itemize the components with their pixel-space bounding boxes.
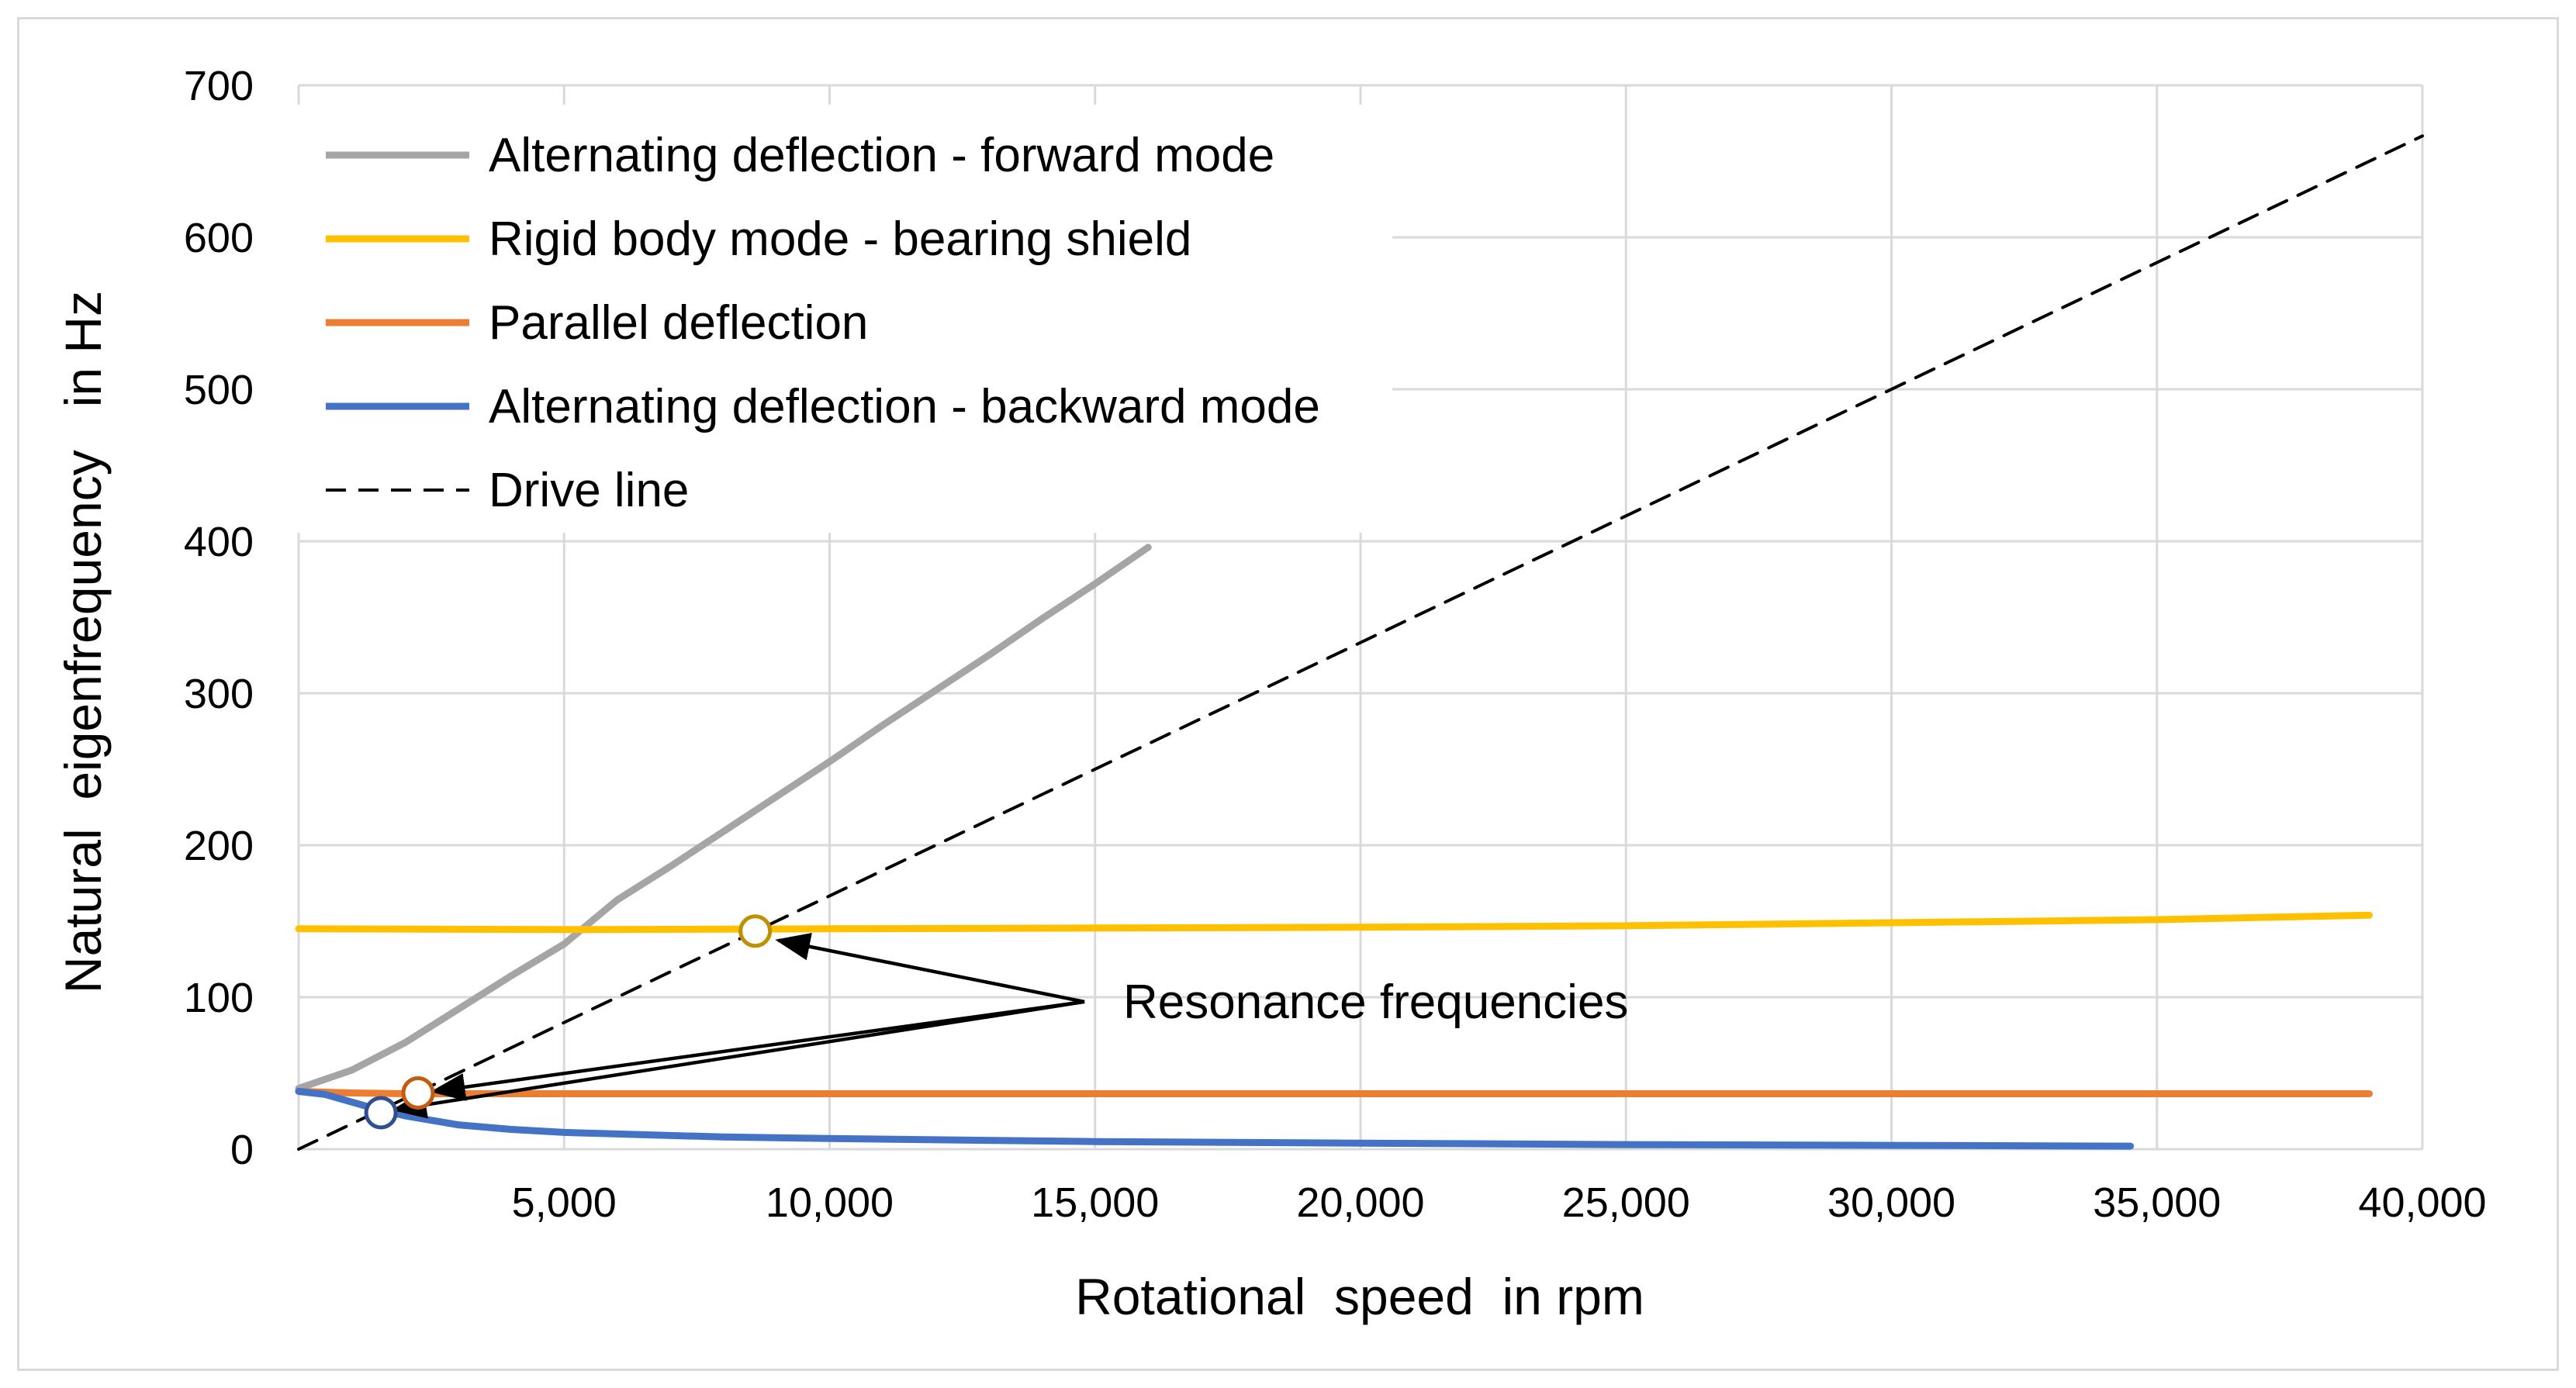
y-tick-label: 600 bbox=[184, 215, 254, 261]
x-tick-label: 10,000 bbox=[766, 1179, 894, 1226]
y-tick-label: 700 bbox=[184, 63, 254, 109]
resonance-marker bbox=[364, 1096, 398, 1130]
resonance-markers bbox=[364, 914, 773, 1130]
y-tick-label: 0 bbox=[230, 1127, 254, 1173]
y-tick-label: 300 bbox=[184, 671, 254, 717]
series-line-parallel-deflection bbox=[295, 1088, 2373, 1097]
y-tick-label: 400 bbox=[184, 519, 254, 565]
resonance-marker bbox=[401, 1076, 435, 1110]
y-tick-label: 200 bbox=[184, 823, 254, 869]
series-lines bbox=[295, 134, 2424, 1151]
legend-label: Parallel deflection bbox=[489, 296, 868, 350]
legend: Alternating deflection - forward mode Rig… bbox=[289, 105, 1392, 533]
legend-label: Alternating deflection - forward mode bbox=[489, 129, 1274, 182]
legend-background bbox=[289, 105, 1392, 533]
annotation-label: Resonance frequencies bbox=[1123, 975, 1628, 1029]
x-tick-label: 30,000 bbox=[1827, 1179, 1955, 1226]
x-tick-label: 20,000 bbox=[1296, 1179, 1424, 1226]
resonance-marker bbox=[738, 914, 773, 948]
y-axis-title: Natural eigenfrequency in Hz bbox=[54, 291, 112, 993]
legend-label: Drive line bbox=[489, 464, 689, 517]
annotation-arrow bbox=[430, 1000, 1085, 1101]
y-tick-label: 100 bbox=[184, 975, 254, 1021]
annotation-arrow bbox=[391, 1000, 1085, 1119]
x-axis-title: Rotational speed in rpm bbox=[1075, 1268, 1644, 1325]
x-tick-label: 25,000 bbox=[1562, 1179, 1690, 1226]
series-line-alternating-deflection-backward-mode bbox=[295, 1088, 2134, 1150]
x-tick-label: 5,000 bbox=[512, 1179, 617, 1226]
series-line-alternating-deflection-forward-mode bbox=[295, 544, 1152, 1093]
y-tick-label: 500 bbox=[184, 367, 254, 413]
series-line-drive-line bbox=[297, 134, 2424, 1151]
x-tick-label: 35,000 bbox=[2093, 1179, 2221, 1226]
x-tick-label: 15,000 bbox=[1031, 1179, 1159, 1226]
annotation-arrow bbox=[775, 933, 1085, 1004]
legend-label: Alternating deflection - backward mode bbox=[489, 380, 1320, 433]
annotation-arrows bbox=[391, 933, 1085, 1119]
series-line-rigid-body-mode-bearing-shield bbox=[295, 911, 2373, 934]
x-tick-label: 40,000 bbox=[2358, 1179, 2486, 1226]
legend-label: Rigid body mode - bearing shield bbox=[489, 212, 1191, 266]
